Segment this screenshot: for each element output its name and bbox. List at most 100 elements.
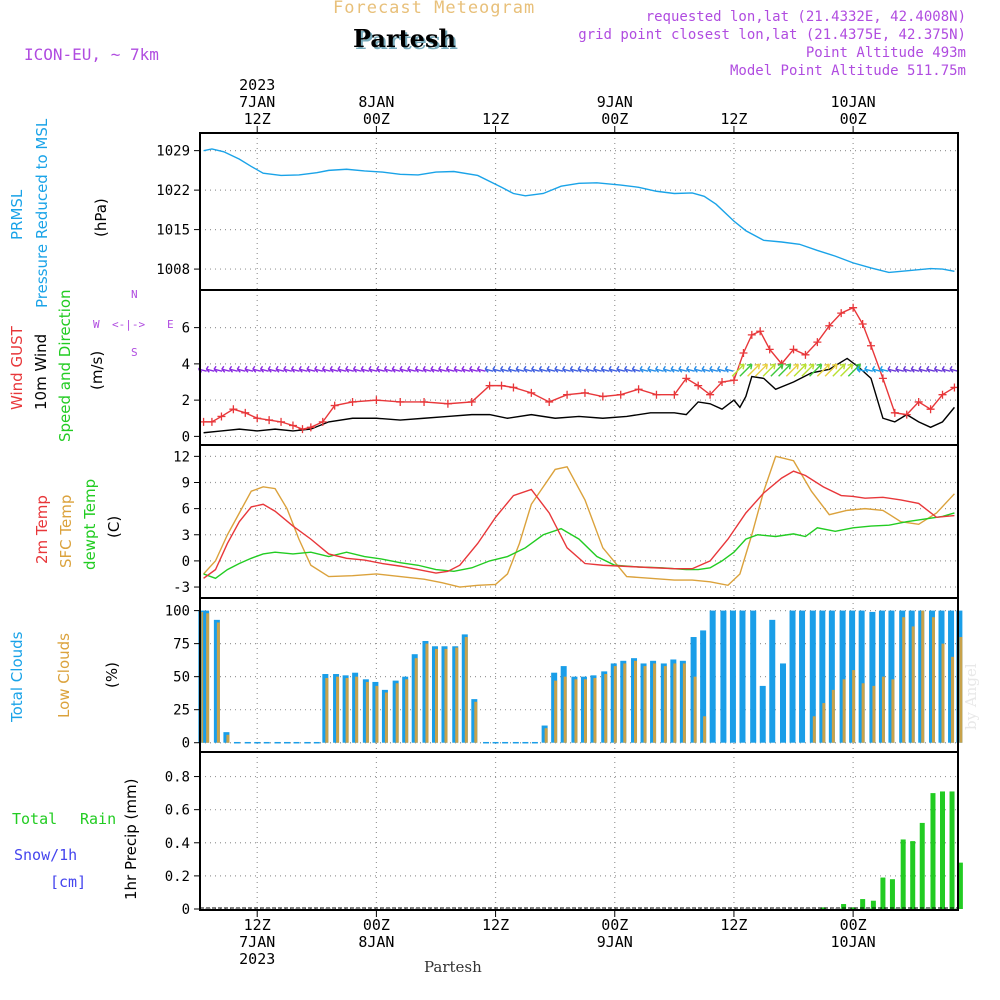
wind-direction-arrow [546,365,556,373]
total-clouds-label: Total Clouds [8,631,26,722]
low-cloud-bar [474,701,478,743]
compass-w: W [93,318,100,331]
compass-s: S [131,346,138,359]
wind-direction-arrow [754,363,769,377]
gust-point [306,423,315,432]
total-cloud-bar [729,610,736,743]
low-cloud-bar [872,685,876,743]
total-cloud-bar [858,610,865,743]
wind-direction-arrow [228,365,238,373]
gust-point [598,392,607,401]
low-cloud-bar [703,716,707,743]
wind-ytick-label: 4 [182,357,190,373]
wind-ytick-label: 2 [182,393,190,409]
low-cloud-bar [902,617,906,743]
low-cloud-bar [201,611,205,743]
clouds-ytick-label: 0 [182,736,190,752]
footer-location: Partesh [424,958,482,976]
total-cloud-bar [759,685,766,743]
wind-direction-arrow [600,365,610,373]
wind-direction-arrow [747,363,761,377]
wind-direction-arrow [631,365,641,373]
gust-point [729,376,738,385]
wind-direction-arrow [895,365,904,373]
low-cloud-bar [464,637,468,743]
precip-bar [860,899,866,909]
low-cloud-bar [911,626,915,743]
low-cloud-bar [822,703,826,743]
wind-direction-arrow [879,365,889,373]
gust-point [229,405,238,414]
gust-point [298,425,307,434]
low-cloud-bar [623,663,627,743]
top-tick-label: 12Z [720,110,747,128]
wind-direction-arrow [709,365,719,373]
bottom-tick-label: 12Z [482,916,509,934]
wind-direction-arrow [337,365,347,373]
2m-temp-label: 2m Temp [33,495,51,564]
top-tick-label: 2023 [239,76,275,94]
wind-direction-arrow [824,363,838,377]
wind-direction-arrow [283,365,292,373]
bottom-tick-label: 12Z [720,916,747,934]
wind-direction-arrow [538,365,548,373]
clouds-ytick-label: 75 [173,637,190,653]
pressure-ytick-label: 1015 [156,223,190,239]
wind-direction-arrow [298,365,308,373]
wind-direction-arrow [500,365,509,373]
wind-direction-arrow [221,365,230,373]
gust-point [813,338,822,347]
gust-point [902,410,911,419]
precip-ytick-label: 0.2 [165,869,190,885]
gust-point [718,378,727,386]
temp-ytick-label: -3 [173,580,190,596]
wind-direction-arrow [290,365,300,373]
bottom-tick-label: 8JAN [358,933,394,951]
total-cloud-bar [789,610,796,743]
wind-direction-arrow [762,363,776,377]
low-cloud-bar [365,681,369,743]
wind-direction-arrow [864,365,873,373]
low-cloud-bar [881,676,885,743]
wind-direction-arrow [902,365,912,373]
gust-point [545,397,554,406]
wind-direction-arrow [693,365,703,373]
low-clouds-label: Low Clouds [55,633,73,718]
total-cloud-bar [828,610,835,743]
wind-direction-arrow [407,365,416,373]
low-cloud-bar [831,689,835,743]
gust-point [288,421,297,430]
ms-unit-label: (m/s) [88,350,106,390]
rain-label: Rain [80,810,117,828]
low-cloud-bar [226,734,230,743]
requested-coords: requested lon,lat (21.4332E, 42.4008N) [645,9,966,25]
gust-point [747,330,756,339]
wind-ytick-label: 0 [182,429,190,445]
hpa-unit-label: (hPa) [92,198,110,237]
wind-direction-arrow [445,365,455,373]
low-cloud-bar [891,679,895,743]
wind-direction-arrow [376,365,385,373]
total-cloud-bar [750,610,757,743]
wind-direction-arrow [840,363,854,377]
gust-point [207,417,216,426]
low-cloud-bar [554,680,558,743]
low-cloud-bar [384,692,388,743]
wind-direction-arrow [213,365,223,373]
gust-point [849,303,858,312]
gust-point [443,399,452,408]
wind-direction-arrow [469,365,478,373]
low-cloud-bar [921,610,925,743]
low-cloud-bar [673,663,677,743]
wind-direction-arrow [329,365,339,373]
precip-bar [889,879,895,909]
speed-direction-label: Speed and Direction [56,289,74,442]
wind-direction-arrow [639,365,649,373]
precip-bar [930,793,936,909]
wind-direction-arrow [507,365,517,373]
total-label: Total [12,810,58,828]
gust-point [878,374,887,383]
c-unit-label: (C) [105,515,123,538]
gust-point [938,390,947,399]
temp-ytick-label: 6 [182,502,190,518]
